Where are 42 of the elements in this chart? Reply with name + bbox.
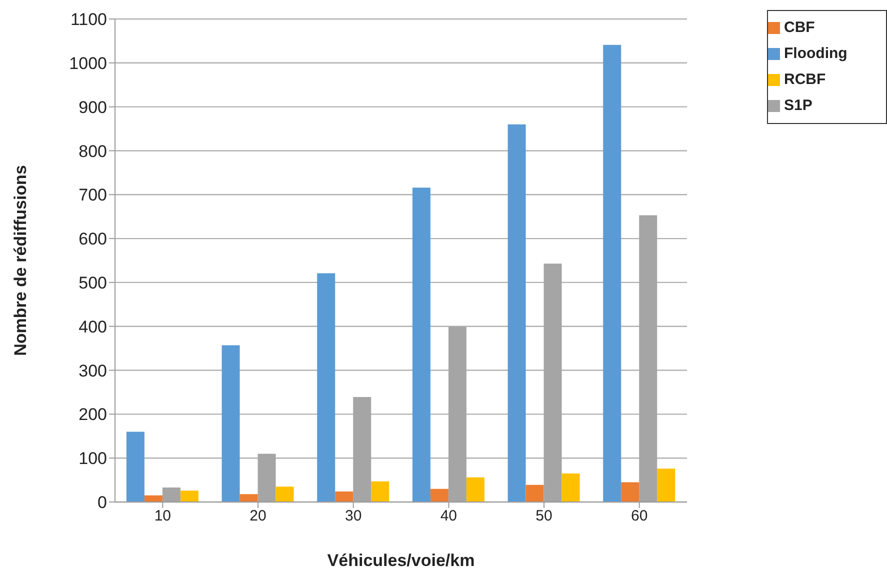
bar: [126, 432, 144, 502]
legend-label: Flooding: [784, 45, 848, 62]
x-tick-label: 50: [536, 508, 552, 525]
bar: [412, 188, 430, 502]
legend-label: CBF: [784, 19, 815, 36]
bar: [526, 484, 544, 502]
x-tick-label: 60: [630, 508, 648, 525]
x-tick-label: 10: [154, 508, 172, 525]
bar: [276, 486, 294, 502]
y-tick-label: 900: [78, 98, 107, 117]
y-tick-label: 500: [78, 273, 107, 292]
x-tick-label: 20: [250, 508, 266, 525]
bar: [508, 124, 526, 502]
y-tick-label: 1000: [69, 54, 107, 73]
y-tick-label: 300: [78, 361, 107, 380]
y-tick-label: 800: [78, 142, 107, 161]
bar: [335, 491, 354, 502]
legend-label: RCBF: [784, 71, 826, 88]
bar: [240, 494, 258, 502]
y-tick-label: 700: [78, 186, 107, 205]
y-tick-label: 0: [98, 493, 107, 512]
bar: [371, 481, 390, 502]
x-tick-label: 30: [344, 508, 362, 525]
y-tick-label: 100: [78, 449, 107, 468]
legend-label: S1P: [784, 97, 812, 114]
y-tick-label: 1100: [70, 10, 107, 30]
bar: [562, 473, 580, 502]
y-tick-label: 400: [78, 317, 107, 336]
y-tick-label: 200: [78, 405, 107, 424]
bar: [657, 468, 676, 502]
bar: [603, 44, 622, 502]
bar: [317, 273, 336, 502]
bar: [430, 488, 448, 502]
bar: [222, 345, 240, 502]
bar: [466, 477, 484, 502]
y-tick-label: 600: [78, 230, 107, 249]
x-tick-label: 40: [440, 508, 458, 525]
bar: [144, 495, 162, 502]
y-axis-title: Nombre de rédiffusions: [11, 165, 30, 356]
x-axis-title: Véhicules/voie/km: [327, 551, 475, 570]
bar: [621, 482, 640, 502]
bar: [180, 490, 198, 502]
